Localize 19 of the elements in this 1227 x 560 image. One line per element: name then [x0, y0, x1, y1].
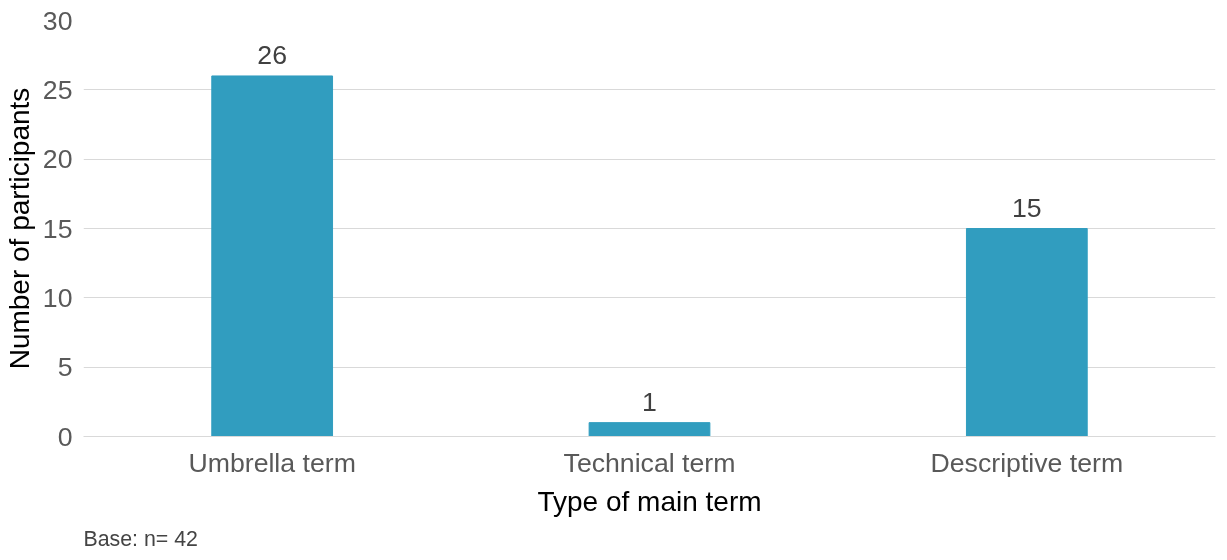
bar — [588, 422, 711, 437]
y-tick-label: 25 — [42, 74, 73, 105]
x-tick-label: Descriptive term — [930, 447, 1124, 478]
y-axis-title: Number of participants — [3, 87, 35, 370]
x-tick-label: Umbrella term — [188, 447, 356, 478]
data-label: 26 — [257, 39, 287, 70]
x-tick-label: Technical term — [563, 447, 736, 478]
text: Base: n= 42 — [83, 526, 198, 551]
y-tick-label: 10 — [42, 282, 73, 313]
y-tick-label: 5 — [57, 352, 73, 383]
x-axis-title: Type of main term — [537, 485, 762, 517]
y-tick-label: 20 — [42, 144, 73, 175]
bar — [211, 75, 334, 437]
bar — [965, 228, 1088, 437]
y-tick-label: 15 — [42, 213, 73, 244]
y-tick-label: 30 — [42, 5, 73, 36]
y-tick-label: 0 — [57, 421, 73, 452]
data-label: 1 — [642, 386, 657, 417]
data-label: 15 — [1012, 192, 1042, 223]
